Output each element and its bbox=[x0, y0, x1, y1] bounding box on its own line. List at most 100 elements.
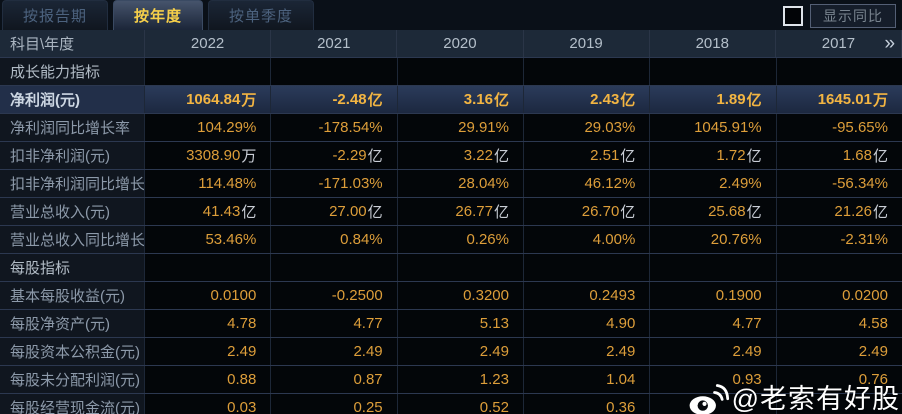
tab-yearly[interactable]: 按年度 bbox=[113, 0, 204, 30]
table-row: 营业总收入同比增长率53.46%0.84%0.26%4.00%20.76%-2.… bbox=[0, 226, 902, 254]
financial-table: 科目\年度 2022 2021 2020 2019 2018 2017 » 成长… bbox=[0, 30, 902, 414]
value-cell: 4.00% bbox=[523, 226, 651, 253]
value-cell: -2.48 亿 bbox=[271, 86, 398, 113]
value-cell: 1045.91% bbox=[650, 114, 777, 141]
value-cell bbox=[397, 58, 524, 85]
value-cell bbox=[776, 58, 902, 85]
value-cell bbox=[650, 394, 777, 414]
table-row: 营业总收入(元) 41.43 亿 27.00 亿 26.77 亿 26.70 亿 25.68 亿 21… bbox=[0, 198, 902, 226]
table-row: 每股经营现金流(元) 0.03 0.25 0.52 0.36 bbox=[0, 394, 902, 414]
value-cell: 4.78 bbox=[145, 310, 272, 337]
value-cell: 1.89 亿 bbox=[650, 86, 777, 113]
value-cell bbox=[523, 254, 651, 281]
section-row: 成长能力指标 bbox=[0, 58, 902, 86]
year-column-header: 2017 » bbox=[776, 30, 902, 57]
show-yoy-checkbox[interactable] bbox=[783, 6, 803, 26]
value-cell: -95.65% bbox=[776, 114, 902, 141]
value-cell: 26.77 亿 bbox=[397, 198, 524, 225]
value-cell: 5.13 bbox=[397, 310, 524, 337]
value-cell: -178.54% bbox=[271, 114, 398, 141]
value-cell: 29.91% bbox=[397, 114, 524, 141]
value-cell: 1.68 亿 bbox=[776, 142, 902, 169]
row-label: 每股净资产(元) bbox=[0, 310, 145, 337]
section-row: 每股指标 bbox=[0, 254, 902, 282]
table-header-row: 科目\年度 2022 2021 2020 2019 2018 2017 » bbox=[0, 30, 902, 58]
row-label: 净利润同比增长率 bbox=[0, 114, 145, 141]
value-cell: 0.76 bbox=[776, 366, 902, 393]
value-cell: -0.2500 bbox=[271, 282, 398, 309]
value-cell bbox=[145, 58, 272, 85]
value-cell: 4.77 bbox=[271, 310, 398, 337]
show-yoy-label[interactable]: 显示同比 bbox=[810, 4, 896, 28]
value-cell: 104.29% bbox=[145, 114, 272, 141]
value-cell bbox=[523, 58, 651, 85]
value-cell: 25.68 亿 bbox=[650, 198, 777, 225]
value-cell: 0.52 bbox=[397, 394, 524, 414]
row-label: 每股指标 bbox=[0, 254, 145, 281]
value-cell: 1.72 亿 bbox=[650, 142, 777, 169]
value-cell: 2.49 bbox=[145, 338, 272, 365]
value-cell: 27.00 亿 bbox=[271, 198, 398, 225]
value-cell bbox=[271, 254, 398, 281]
row-label: 每股经营现金流(元) bbox=[0, 394, 145, 414]
value-cell: -2.31% bbox=[776, 226, 902, 253]
value-cell: 0.0200 bbox=[776, 282, 902, 309]
value-cell: 0.03 bbox=[145, 394, 272, 414]
year-column-header: 2019 bbox=[524, 30, 650, 57]
value-cell: 0.84% bbox=[271, 226, 398, 253]
year-column-header: 2021 bbox=[271, 30, 398, 57]
value-cell: 4.90 bbox=[523, 310, 651, 337]
row-label: 营业总收入(元) bbox=[0, 198, 145, 225]
value-cell: 26.70 亿 bbox=[523, 198, 651, 225]
value-cell: 4.58 bbox=[776, 310, 902, 337]
value-cell: 0.1900 bbox=[650, 282, 777, 309]
value-cell: 53.46% bbox=[145, 226, 272, 253]
value-cell bbox=[650, 254, 777, 281]
value-cell: 2.49 bbox=[776, 338, 902, 365]
value-cell: 0.3200 bbox=[397, 282, 524, 309]
value-cell: 0.25 bbox=[271, 394, 398, 414]
table-body: 成长能力指标 净利润(元) 1064.84 万 -2.48 亿 3.16 亿 2.43 亿 1.89… bbox=[0, 58, 902, 414]
value-cell: 20.76% bbox=[650, 226, 777, 253]
value-cell: 0.2493 bbox=[523, 282, 651, 309]
table-row: 扣非净利润同比增长率114.48%-171.03%28.04%46.12%2.4… bbox=[0, 170, 902, 198]
value-cell: 41.43 亿 bbox=[145, 198, 272, 225]
row-label: 基本每股收益(元) bbox=[0, 282, 145, 309]
table-row: 扣非净利润(元) 3308.90 万 -2.29 亿 3.22 亿 2.51 亿 1.72 亿 1.6… bbox=[0, 142, 902, 170]
year-column-header: 2020 bbox=[397, 30, 524, 57]
value-cell: 1645.01 万 bbox=[776, 86, 902, 113]
value-cell: 46.12% bbox=[523, 170, 651, 197]
tab-report-period[interactable]: 按报告期 bbox=[2, 0, 109, 30]
value-cell: 28.04% bbox=[397, 170, 524, 197]
value-cell: 0.0100 bbox=[145, 282, 272, 309]
value-cell bbox=[397, 254, 524, 281]
value-cell bbox=[145, 254, 272, 281]
tab-single-quarter[interactable]: 按单季度 bbox=[208, 0, 315, 30]
value-cell: 2.49 bbox=[397, 338, 524, 365]
row-label: 营业总收入同比增长率 bbox=[0, 226, 145, 253]
value-cell bbox=[776, 394, 902, 414]
value-cell: 3.22 亿 bbox=[397, 142, 524, 169]
year-column-header: 2018 bbox=[650, 30, 776, 57]
row-label: 扣非净利润(元) bbox=[0, 142, 145, 169]
row-label: 每股资本公积金(元) bbox=[0, 338, 145, 365]
value-cell: 1064.84 万 bbox=[145, 86, 272, 113]
value-cell: 2.51 亿 bbox=[523, 142, 651, 169]
value-cell: -171.03% bbox=[271, 170, 398, 197]
value-cell: 2.49% bbox=[650, 170, 777, 197]
table-row: 每股资本公积金(元) 2.49 2.49 2.49 2.49 2.49 2.49 bbox=[0, 338, 902, 366]
table-row: 净利润(元) 1064.84 万 -2.48 亿 3.16 亿 2.43 亿 1.89 亿 1645.… bbox=[0, 86, 902, 114]
table-row: 基本每股收益(元) 0.0100 -0.2500 0.3200 0.2493 0.1900… bbox=[0, 282, 902, 310]
yoy-controls: 显示同比 bbox=[783, 4, 896, 28]
row-label: 每股未分配利润(元) bbox=[0, 366, 145, 393]
scroll-more-chevron-icon[interactable]: » bbox=[884, 33, 896, 54]
value-cell: 2.49 bbox=[650, 338, 777, 365]
value-cell: 0.26% bbox=[397, 226, 524, 253]
value-cell bbox=[650, 58, 777, 85]
value-cell: 3.16 亿 bbox=[397, 86, 524, 113]
corner-label: 科目\年度 bbox=[0, 30, 145, 57]
table-row: 净利润同比增长率 104.29% -178.54% 29.91% 29.03% 1045.… bbox=[0, 114, 902, 142]
value-cell: 0.36 bbox=[523, 394, 651, 414]
value-cell: 29.03% bbox=[523, 114, 651, 141]
value-cell: 4.77 bbox=[650, 310, 777, 337]
